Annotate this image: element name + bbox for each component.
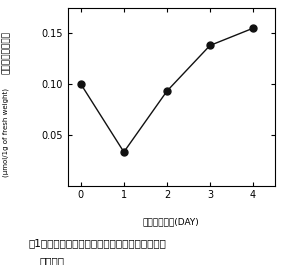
- Text: 収穮後日数　(DAY): 収穮後日数 (DAY): [143, 218, 200, 227]
- Text: 図1．コマツナ葉の黄化過程のグルタチオン含量: 図1．コマツナ葉の黄化過程のグルタチオン含量: [28, 238, 166, 249]
- Text: の変化: の変化: [40, 256, 65, 265]
- Text: (μmol/1g of fresh weight): (μmol/1g of fresh weight): [3, 88, 9, 177]
- Text: グルタチオン含量: グルタチオン含量: [1, 31, 10, 74]
